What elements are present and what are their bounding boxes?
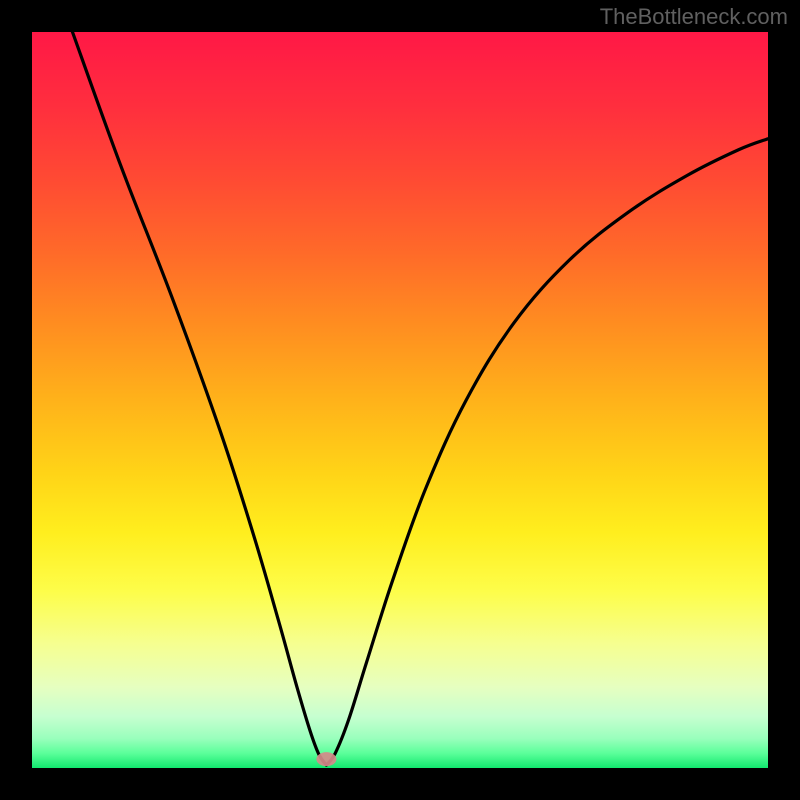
plot-gradient-background [32,32,768,768]
optimum-marker [316,752,336,766]
chart-container: TheBottleneck.com [0,0,800,800]
bottleneck-chart [0,0,800,800]
watermark-text: TheBottleneck.com [600,4,788,30]
